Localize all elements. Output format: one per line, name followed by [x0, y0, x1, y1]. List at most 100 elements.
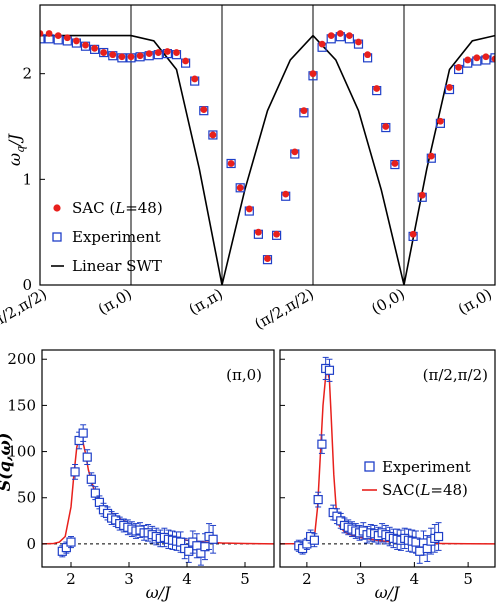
- br-legend: Experiment SAC(L=48): [362, 458, 471, 499]
- br-ticks: 2 3 4 5: [280, 358, 473, 588]
- dispersion-xtick-label: (π,0): [455, 285, 495, 319]
- br-experiment-point: [433, 531, 444, 542]
- dispersion-sac-point: [309, 70, 317, 78]
- dispersion-sac-point: [491, 55, 495, 63]
- dispersion-sac-point: [482, 53, 490, 61]
- dispersion-sac-point: [54, 32, 62, 40]
- legend-experiment-marker: [52, 232, 62, 242]
- br-legend-experiment-label: Experiment: [382, 458, 471, 476]
- bl-experiment-point: [66, 537, 76, 547]
- br-legend-sac-label: SAC(L=48): [382, 481, 468, 499]
- br-xtick-label: 4: [410, 570, 420, 588]
- bl-xtick-label: 4: [182, 570, 192, 588]
- dispersion-legend: SAC (L=48) Experiment Linear SWT: [51, 199, 163, 275]
- legend-experiment-label: Experiment: [72, 228, 161, 246]
- dispersion-sac-point: [45, 30, 53, 37]
- dispersion-sac-point: [100, 49, 108, 56]
- dispersion-yticks: 0 1 2: [22, 65, 45, 294]
- dispersion-sac-point: [446, 84, 453, 91]
- dispersion-sac-point: [273, 230, 280, 238]
- dispersion-sac-point: [409, 230, 417, 238]
- dispersion-swt-line: [40, 34, 495, 285]
- dispersion-sac-point: [145, 50, 153, 58]
- bl-xtick-label: 5: [240, 570, 250, 588]
- br-xtick-label: 5: [463, 570, 473, 588]
- dispersion-verticals: [130, 5, 405, 285]
- dispersion-xtick-label: (π/2,π/2): [251, 285, 317, 333]
- legend-sac-marker: [53, 204, 61, 212]
- bl-ytick-label: 0: [26, 535, 36, 553]
- bl-experiment-point: [82, 452, 92, 462]
- dispersion-xlabels: (π/2,π/2) (π,0) (π,π) (π/2,π/2) (0,0) (π,0): [0, 285, 495, 333]
- dispersion-ytick-label: 0: [22, 276, 32, 294]
- br-experiment-point: [415, 546, 425, 556]
- dispersion-ytick-label: 2: [22, 65, 32, 83]
- dispersion-sac-point: [336, 30, 344, 37]
- dispersion-sac-point: [418, 191, 426, 199]
- dispersion-xtick-label: (π,π): [186, 285, 226, 319]
- dispersion-sac-point: [91, 44, 98, 52]
- bl-xtick-label: 2: [66, 570, 76, 588]
- dispersion-sac-point: [182, 57, 190, 65]
- dispersion-sac-point: [346, 32, 353, 40]
- dispersion-sac-point: [427, 152, 435, 160]
- br-experiment-point: [309, 535, 319, 545]
- dispersion-sac-point: [191, 75, 199, 83]
- br-annotation: (π/2,π/2): [423, 366, 488, 384]
- bl-xtick-label: 3: [124, 570, 134, 588]
- br-exp-layer: [294, 356, 444, 564]
- br-experiment-point: [317, 439, 327, 449]
- dispersion-sac-point: [118, 53, 126, 61]
- dispersion-sac-point: [154, 49, 162, 56]
- dispersion-xtick-label: (0,0): [368, 285, 408, 318]
- dispersion-sac-point: [109, 51, 117, 59]
- dispersion-sac-point: [382, 123, 390, 130]
- dispersion-sac-point: [291, 148, 299, 156]
- bl-experiment-point: [78, 428, 88, 438]
- dispersion-sac-point: [200, 106, 208, 114]
- bl-annotation: (π,0): [226, 366, 262, 384]
- dispersion-sac-point: [300, 107, 308, 115]
- bl-ylabel: S(q,ω): [0, 433, 14, 492]
- bl-frame: [41, 349, 275, 568]
- dispersion-sac-point: [236, 184, 244, 192]
- dispersion-xtick-label: (π,0): [95, 285, 135, 319]
- br-xtick-label: 2: [302, 570, 312, 588]
- bl-experiment-point: [208, 534, 218, 544]
- bl-ytick-label: 150: [7, 396, 36, 414]
- dispersion-frame: [39, 4, 496, 286]
- dispersion-sac-point: [464, 56, 472, 64]
- dispersion-swt-layer: [40, 34, 495, 285]
- dispersion-sac-layer: [40, 30, 495, 262]
- bl-ytick-label: 50: [17, 489, 36, 507]
- dispersion-panel: 012 (π/2,π/2) (π,0) (π,π) (π/2,π/2) (0,0) (π,…: [0, 4, 496, 333]
- dispersion-experiment-point: [208, 130, 218, 140]
- br-frame: [279, 349, 496, 568]
- bl-experiment-point: [184, 546, 194, 556]
- dispersion-sac-point: [227, 160, 235, 167]
- bl-ytick-label: 100: [7, 443, 36, 461]
- dispersion-experiment-point: [99, 47, 109, 58]
- dispersion-exp-layer: [40, 32, 495, 265]
- br-experiment-point: [324, 365, 335, 375]
- dispersion-sac-point: [209, 131, 217, 139]
- dispersion-experiment-point: [490, 53, 495, 63]
- dispersion-sac-point: [455, 63, 462, 71]
- dispersion-sac-point: [373, 85, 381, 92]
- br-xlabel: ω/J: [375, 583, 401, 602]
- legend-sac-label: SAC (L=48): [72, 199, 163, 217]
- dispersion-ylabel: ωq/J: [5, 132, 27, 165]
- dispersion-experiment-point: [40, 34, 45, 44]
- dispersion-sac-point: [136, 52, 144, 60]
- br-experiment-point: [313, 494, 323, 505]
- dispersion-sac-point: [318, 40, 326, 48]
- dispersion-sac-point: [364, 51, 371, 59]
- dispersion-sac-point: [127, 53, 135, 61]
- spectrum-pi2-pi2-panel: 2 3 4 5 (π/2,π/2) ω/J Experiment SAC(L=48): [279, 349, 496, 602]
- legend-swt-label: Linear SWT: [72, 257, 162, 275]
- bl-experiment-point: [70, 467, 80, 477]
- dispersion-sac-point: [282, 190, 290, 198]
